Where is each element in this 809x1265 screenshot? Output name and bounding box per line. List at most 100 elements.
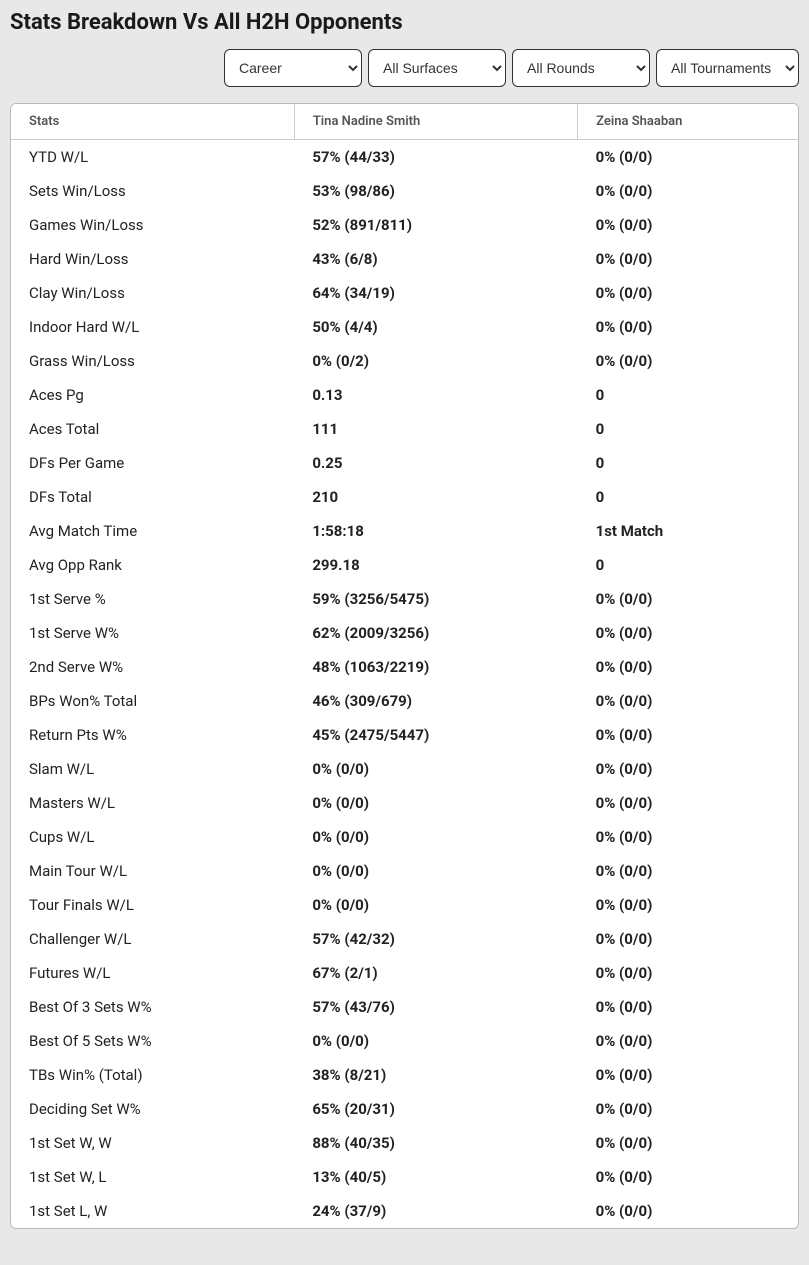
table-row: DFs Total2100 [11, 480, 798, 514]
filters-row: Career All Surfaces All Rounds All Tourn… [10, 49, 799, 87]
stat-label: Cups W/L [11, 820, 294, 854]
stat-label: Masters W/L [11, 786, 294, 820]
table-row: Aces Pg0.130 [11, 378, 798, 412]
player1-value: 57% (44/33) [294, 140, 577, 175]
player1-value: 0% (0/0) [294, 786, 577, 820]
player2-value: 0 [578, 378, 798, 412]
player2-value: 0% (0/0) [578, 140, 798, 175]
player1-value: 64% (34/19) [294, 276, 577, 310]
table-row: YTD W/L57% (44/33)0% (0/0) [11, 140, 798, 175]
player1-value: 88% (40/35) [294, 1126, 577, 1160]
stat-label: DFs Per Game [11, 446, 294, 480]
player2-value: 0 [578, 548, 798, 582]
table-row: Indoor Hard W/L50% (4/4)0% (0/0) [11, 310, 798, 344]
stat-label: Return Pts W% [11, 718, 294, 752]
stat-label: Futures W/L [11, 956, 294, 990]
player1-value: 0% (0/0) [294, 820, 577, 854]
player2-value: 0% (0/0) [578, 1194, 798, 1228]
stat-label: Games Win/Loss [11, 208, 294, 242]
stat-label: Aces Pg [11, 378, 294, 412]
player1-value: 0.25 [294, 446, 577, 480]
player1-value: 45% (2475/5447) [294, 718, 577, 752]
player2-value: 0% (0/0) [578, 718, 798, 752]
table-row: Aces Total1110 [11, 412, 798, 446]
player1-value: 0% (0/0) [294, 888, 577, 922]
stat-label: TBs Win% (Total) [11, 1058, 294, 1092]
player1-value: 52% (891/811) [294, 208, 577, 242]
player2-value: 0% (0/0) [578, 1126, 798, 1160]
stat-label: Challenger W/L [11, 922, 294, 956]
table-row: 1st Set W, L13% (40/5)0% (0/0) [11, 1160, 798, 1194]
table-row: Return Pts W%45% (2475/5447)0% (0/0) [11, 718, 798, 752]
table-row: TBs Win% (Total)38% (8/21)0% (0/0) [11, 1058, 798, 1092]
table-row: Deciding Set W%65% (20/31)0% (0/0) [11, 1092, 798, 1126]
round-select[interactable]: All Rounds [512, 49, 650, 87]
stats-tbody: YTD W/L57% (44/33)0% (0/0)Sets Win/Loss5… [11, 140, 798, 1229]
player1-value: 0% (0/0) [294, 854, 577, 888]
table-row: Sets Win/Loss53% (98/86)0% (0/0) [11, 174, 798, 208]
period-select[interactable]: Career [224, 49, 362, 87]
player2-value: 0% (0/0) [578, 1024, 798, 1058]
stat-label: 2nd Serve W% [11, 650, 294, 684]
table-row: Grass Win/Loss0% (0/2)0% (0/0) [11, 344, 798, 378]
player2-value: 0% (0/0) [578, 1092, 798, 1126]
player1-value: 57% (43/76) [294, 990, 577, 1024]
stat-label: Best Of 5 Sets W% [11, 1024, 294, 1058]
player1-value: 65% (20/31) [294, 1092, 577, 1126]
stat-label: Avg Match Time [11, 514, 294, 548]
table-row: Hard Win/Loss43% (6/8)0% (0/0) [11, 242, 798, 276]
stat-label: DFs Total [11, 480, 294, 514]
stat-label: Clay Win/Loss [11, 276, 294, 310]
surface-select[interactable]: All Surfaces [368, 49, 506, 87]
player1-value: 1:58:18 [294, 514, 577, 548]
table-row: Main Tour W/L0% (0/0)0% (0/0) [11, 854, 798, 888]
player1-value: 43% (6/8) [294, 242, 577, 276]
tournament-select[interactable]: All Tournaments [656, 49, 799, 87]
player2-value: 0% (0/0) [578, 820, 798, 854]
player1-value: 46% (309/679) [294, 684, 577, 718]
player1-value: 0% (0/0) [294, 752, 577, 786]
player2-value: 0% (0/0) [578, 752, 798, 786]
player1-value: 59% (3256/5475) [294, 582, 577, 616]
stat-label: 1st Set L, W [11, 1194, 294, 1228]
table-row: 1st Set W, W88% (40/35)0% (0/0) [11, 1126, 798, 1160]
player1-value: 0% (0/2) [294, 344, 577, 378]
player1-value: 50% (4/4) [294, 310, 577, 344]
player1-value: 57% (42/32) [294, 922, 577, 956]
table-row: Slam W/L0% (0/0)0% (0/0) [11, 752, 798, 786]
table-row: Tour Finals W/L0% (0/0)0% (0/0) [11, 888, 798, 922]
player2-value: 0 [578, 446, 798, 480]
stat-label: Main Tour W/L [11, 854, 294, 888]
stat-label: Sets Win/Loss [11, 174, 294, 208]
stat-label: Deciding Set W% [11, 1092, 294, 1126]
stat-label: 1st Set W, L [11, 1160, 294, 1194]
player1-value: 48% (1063/2219) [294, 650, 577, 684]
table-row: Avg Match Time1:58:181st Match [11, 514, 798, 548]
player2-value: 0% (0/0) [578, 582, 798, 616]
player1-value: 67% (2/1) [294, 956, 577, 990]
player2-value: 0% (0/0) [578, 922, 798, 956]
player1-value: 13% (40/5) [294, 1160, 577, 1194]
player2-value: 0% (0/0) [578, 344, 798, 378]
table-row: 1st Serve %59% (3256/5475)0% (0/0) [11, 582, 798, 616]
table-row: Cups W/L0% (0/0)0% (0/0) [11, 820, 798, 854]
player2-value: 1st Match [578, 514, 798, 548]
player1-value: 53% (98/86) [294, 174, 577, 208]
stat-label: YTD W/L [11, 140, 294, 175]
player2-value: 0 [578, 412, 798, 446]
player2-value: 0% (0/0) [578, 276, 798, 310]
stat-label: Aces Total [11, 412, 294, 446]
stat-label: 1st Serve W% [11, 616, 294, 650]
table-row: Games Win/Loss52% (891/811)0% (0/0) [11, 208, 798, 242]
stat-label: 1st Serve % [11, 582, 294, 616]
header-stats: Stats [11, 104, 294, 140]
page-title: Stats Breakdown Vs All H2H Opponents [10, 10, 799, 35]
player2-value: 0% (0/0) [578, 1160, 798, 1194]
player1-value: 62% (2009/3256) [294, 616, 577, 650]
table-row: Best Of 3 Sets W%57% (43/76)0% (0/0) [11, 990, 798, 1024]
player2-value: 0% (0/0) [578, 650, 798, 684]
table-row: 1st Set L, W24% (37/9)0% (0/0) [11, 1194, 798, 1228]
header-player1: Tina Nadine Smith [294, 104, 577, 140]
player2-value: 0% (0/0) [578, 786, 798, 820]
player1-value: 0.13 [294, 378, 577, 412]
